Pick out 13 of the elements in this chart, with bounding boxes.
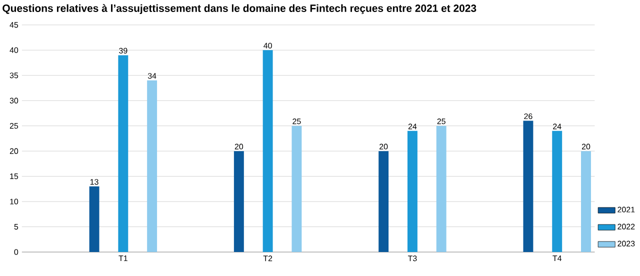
bar bbox=[378, 151, 389, 252]
bar bbox=[523, 120, 534, 252]
bar bbox=[262, 50, 273, 252]
chart-title: Questions relatives à l’assujettissement dans le domaine des Fintech reçues entre 2021 et 2023 bbox=[2, 4, 476, 14]
bar bbox=[89, 186, 100, 252]
bar bbox=[436, 126, 446, 252]
bar bbox=[118, 55, 128, 252]
bar bbox=[581, 151, 591, 252]
bar bbox=[407, 130, 418, 252]
bar bbox=[292, 126, 302, 252]
bar bbox=[234, 151, 244, 252]
bar bbox=[552, 130, 562, 252]
bar bbox=[147, 80, 158, 252]
